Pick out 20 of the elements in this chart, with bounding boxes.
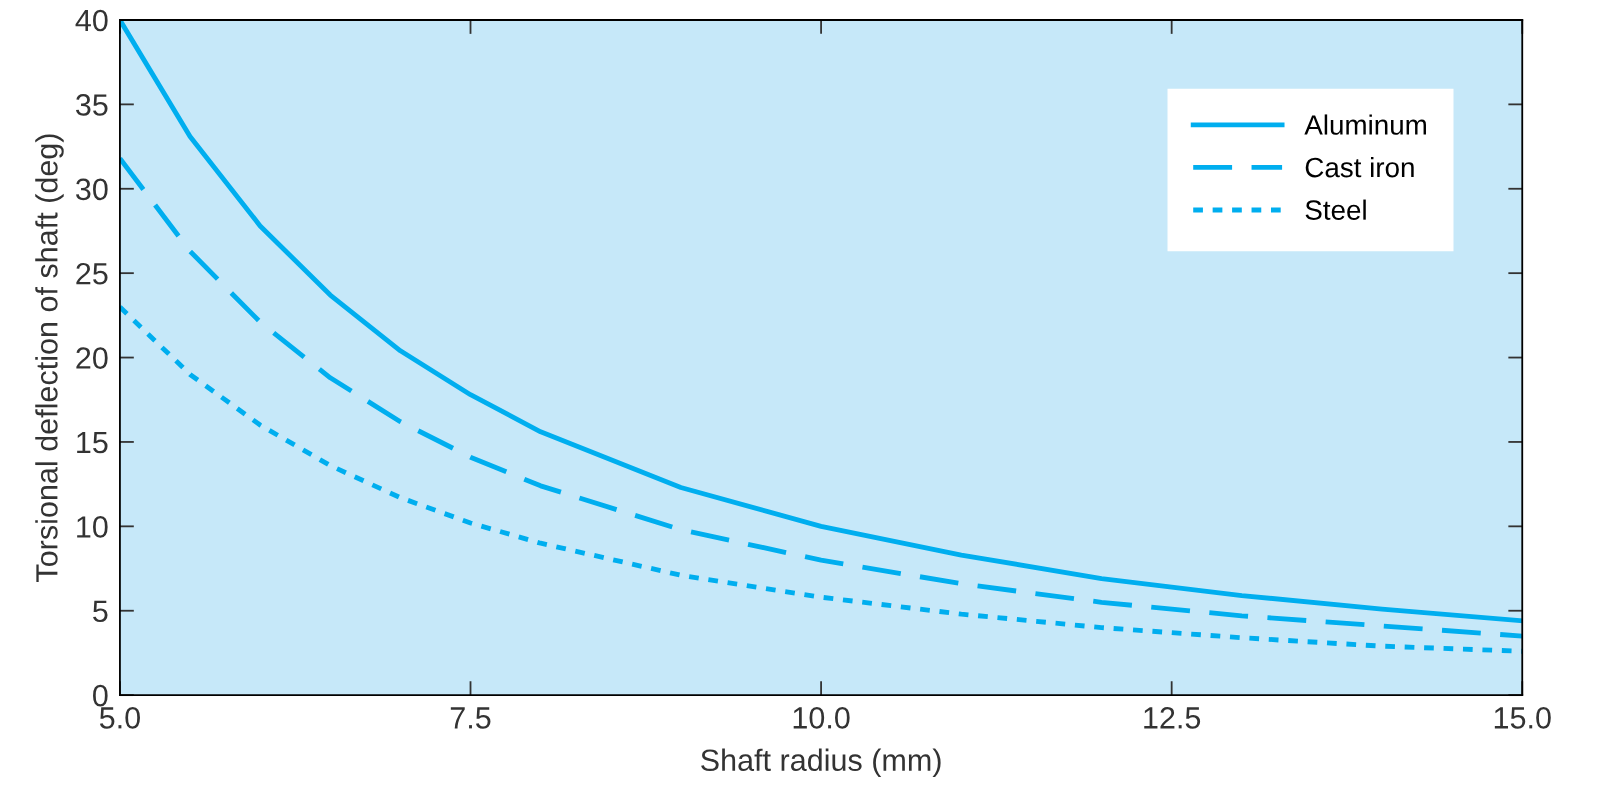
x-tick-label: 12.5 xyxy=(1144,707,1201,729)
y-tick-label: 35 xyxy=(76,94,108,116)
legend-label: Cast iron xyxy=(1305,156,1414,178)
legend-label: Aluminum xyxy=(1304,114,1426,135)
y-tick-label: 30 xyxy=(76,178,108,201)
y-tick-label: 15 xyxy=(77,432,108,454)
y-tick-label: 40 xyxy=(75,9,108,32)
y-axis-title: Torsional deflection of shaft (deg) xyxy=(35,134,64,582)
y-tick-label: 25 xyxy=(76,262,108,285)
y-tick-label: 0 xyxy=(93,684,108,707)
x-axis-title: Shaft radius (mm) xyxy=(701,748,941,778)
x-tick-label: 5.0 xyxy=(99,707,140,729)
x-tick-label: 7.5 xyxy=(450,707,491,729)
y-tick-label: 20 xyxy=(76,347,108,369)
x-tick-label: 10.0 xyxy=(793,707,850,729)
x-tick-label: 15.0 xyxy=(1494,707,1551,729)
line-series xyxy=(119,155,1523,639)
legend-label: Steel xyxy=(1305,199,1366,220)
y-tick-label: 10 xyxy=(77,516,108,538)
y-tick-label: 5 xyxy=(93,600,108,623)
